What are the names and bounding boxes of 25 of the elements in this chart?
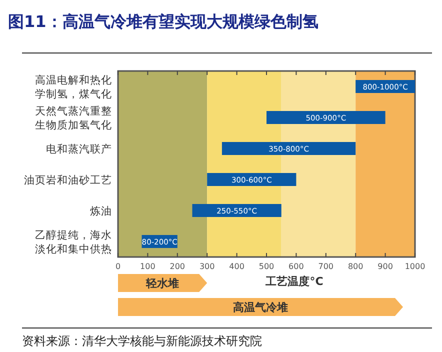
bar [222,142,356,155]
x-tick-label: 1000 [404,262,426,271]
x-tick-label: 500 [258,262,274,271]
x-tick-label: 700 [318,262,334,271]
y-tick-label: 乙醇提纯，海水淡化和集中供热 [35,228,112,256]
y-tick-label: 天然气蒸汽重整生物质加氢气化 [35,104,112,132]
bar [192,204,282,217]
x-tick-label: 900 [378,262,393,271]
text: 资料来源：清华大学核能与新能源技术研究院 [22,334,262,348]
chart-title: 图11：高温气冷堆有望实现大规模绿色制氢 [8,12,318,31]
y-tick-label: 电和蒸汽联产 [46,142,112,156]
y-tick-label: 油页岩和油砂工艺 [24,174,112,186]
text: 轻水堆 [145,277,180,290]
x-tick-label: 400 [229,262,244,271]
text: 高温气冷堆 [233,301,288,314]
x-tick-label: 0 [115,262,121,271]
x-tick-label: 200 [170,262,186,271]
x-tick-label: 800 [348,262,364,271]
x-axis-title: 工艺温度°C [264,275,324,288]
x-tick-label: 600 [288,262,304,271]
y-tick-label: 高温电解和热化学制氢，煤气化 [35,74,112,100]
x-tick-label: 300 [199,262,215,271]
x-tick-label: 100 [140,262,156,271]
y-tick-label: 炼油 [90,204,112,218]
bar [266,111,386,124]
